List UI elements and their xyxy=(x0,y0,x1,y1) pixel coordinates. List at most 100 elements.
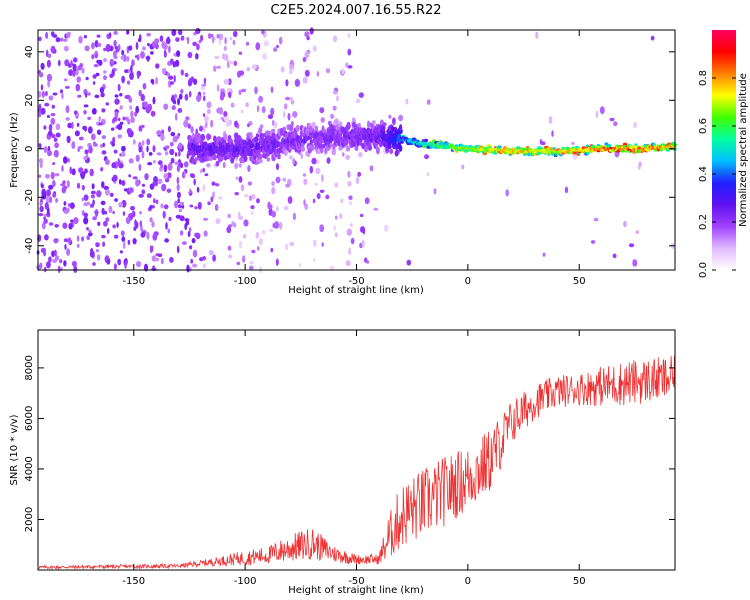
spectrogram-cell xyxy=(154,38,160,44)
spectrogram-cell xyxy=(132,176,138,180)
spectrogram-cell xyxy=(149,245,154,251)
spectrogram-cell xyxy=(271,186,276,195)
spectrogram-cell xyxy=(129,105,133,110)
spectrogram-cell xyxy=(84,92,88,98)
spectrogram-cell xyxy=(41,192,47,200)
spectrogram-cell xyxy=(204,173,209,177)
spectrogram-cell xyxy=(593,217,599,222)
spectrogram-cell xyxy=(216,136,222,143)
spectrogram-cell xyxy=(146,193,152,199)
spectrogram-cell xyxy=(271,132,276,138)
spectrogram-cell xyxy=(270,86,274,93)
spectrogram-cell xyxy=(199,257,204,262)
spectrogram-cell xyxy=(39,201,43,207)
spectrogram-cell xyxy=(189,188,192,194)
spectrogram-cell xyxy=(122,211,126,216)
spectrogram-cell xyxy=(39,161,43,169)
spectrogram-cell xyxy=(146,55,150,62)
spectrogram-cell xyxy=(119,92,123,97)
spectrogram-cell xyxy=(139,220,143,227)
spectrogram-cell xyxy=(245,102,249,108)
spectrogram-cell xyxy=(108,205,113,214)
spectrogram-cell xyxy=(59,259,63,264)
spectrogram-cell xyxy=(55,198,59,203)
spectrogram-cell xyxy=(202,125,206,133)
spectrogram-cell xyxy=(100,167,104,172)
spectrogram-cell xyxy=(66,248,71,256)
spectrogram-cell xyxy=(258,238,263,246)
spectrogram-cell xyxy=(96,129,102,135)
spectrogram-cell xyxy=(87,116,92,121)
spectrogram-cell xyxy=(333,137,337,146)
spectrogram-cell xyxy=(362,227,366,235)
y-tick-label: 20 xyxy=(24,94,35,107)
spectrogram-cell xyxy=(175,214,182,219)
spectrogram-cell xyxy=(48,95,54,101)
spectrogram-cell xyxy=(454,144,459,148)
spectrogram-cell xyxy=(103,220,108,227)
spectrogram-cell xyxy=(355,176,360,185)
spectrogram-cell xyxy=(187,123,191,129)
spectrogram-cell xyxy=(128,97,133,103)
spectrogram-cell xyxy=(73,58,78,63)
spectrogram-cell xyxy=(249,195,252,201)
spectrogram-cell xyxy=(143,101,148,108)
spectrogram-cell xyxy=(189,204,194,208)
spectrogram-cell xyxy=(40,183,44,189)
spectrogram-cell xyxy=(101,234,106,239)
spectrogram-cell xyxy=(67,237,72,245)
spectrogram-cell xyxy=(302,76,308,84)
spectrogram-cell xyxy=(200,34,204,42)
colorbar-tick-label: 0.2 xyxy=(698,214,709,230)
spectrogram-cell xyxy=(38,36,42,42)
spectrogram-cell xyxy=(156,152,162,156)
spectrogram-cell xyxy=(63,78,68,82)
spectrogram-cell xyxy=(238,51,243,55)
spectrogram-cell xyxy=(179,230,184,236)
spectrogram-cell xyxy=(184,93,189,101)
spectrogram-cell xyxy=(104,189,111,196)
spectrogram-cell xyxy=(47,150,53,157)
spectrogram-cell xyxy=(157,253,163,258)
spectrogram-cell xyxy=(180,88,184,94)
spectrogram-cell xyxy=(283,110,286,119)
spectrogram-cell xyxy=(241,88,247,93)
spectrogram-cell xyxy=(261,106,266,114)
spectrogram-cell xyxy=(541,141,546,146)
spectrogram-cell xyxy=(188,90,192,98)
spectrogram-cell xyxy=(231,221,235,227)
spectrogram-cell xyxy=(84,45,90,52)
spectrogram-cell xyxy=(61,92,64,100)
spectrogram-cell xyxy=(115,48,120,53)
spectrogram-cell xyxy=(113,234,119,239)
spectrogram-cell xyxy=(66,180,70,188)
spectrogram-cell xyxy=(166,72,171,77)
spectrogram-cell xyxy=(166,188,172,193)
spectrogram-cell xyxy=(171,105,176,111)
spectrogram-cell xyxy=(218,39,222,46)
spectrogram-cell xyxy=(84,168,88,174)
spectrogram-cell xyxy=(52,192,57,198)
spectrogram-cell xyxy=(103,75,107,81)
spectrogram-cell xyxy=(250,211,254,215)
spectrogram-cell xyxy=(149,205,153,209)
spectrogram-cell xyxy=(249,131,253,140)
spectrogram-cell xyxy=(114,98,120,105)
spectrogram-cell xyxy=(114,46,119,50)
spectrogram-cell xyxy=(76,122,80,127)
spectrogram-cell xyxy=(74,110,78,115)
spectrogram-cell xyxy=(161,183,167,192)
spectrogram-cell xyxy=(83,110,87,115)
spectrogram-cell xyxy=(203,141,208,148)
y-tick-label: -20 xyxy=(24,189,35,205)
spectrogram-cell xyxy=(38,110,42,118)
spectrogram-cell xyxy=(160,257,164,265)
spectrogram-cell xyxy=(148,152,153,156)
spectrogram-cell xyxy=(200,86,206,91)
spectrogram-cell xyxy=(79,63,84,68)
spectrogram-cell xyxy=(140,51,145,59)
spectrogram-cell xyxy=(249,260,254,265)
spectrogram-cell xyxy=(152,145,156,153)
spectrogram-cell xyxy=(398,144,403,152)
spectrogram-cell xyxy=(132,238,137,245)
